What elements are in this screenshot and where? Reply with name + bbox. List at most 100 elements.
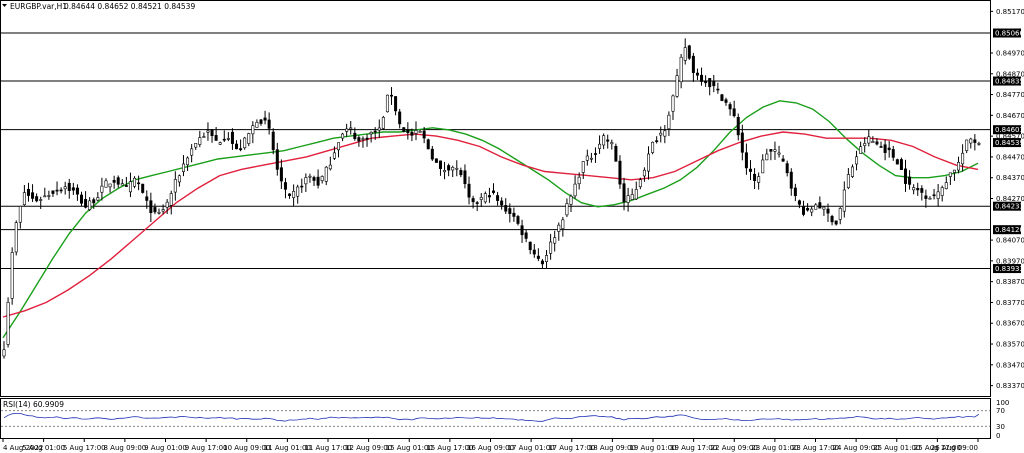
candle-body <box>467 183 471 198</box>
price-tick-label: 0.83870 <box>996 278 1024 286</box>
candle-body <box>895 159 899 165</box>
candle-body <box>634 189 638 200</box>
rsi-tick-label: 70 <box>996 407 1005 415</box>
candle-body <box>271 131 275 150</box>
candle-body <box>846 174 850 189</box>
price-tick-label: 0.84870 <box>996 70 1024 78</box>
candle-body <box>850 166 854 177</box>
rsi-panel <box>1 410 990 427</box>
candle-body <box>712 80 716 87</box>
candle-body <box>496 195 500 201</box>
ohlc-readout: 0.84644 0.84652 0.84521 0.84539 <box>64 2 195 11</box>
candle-body <box>239 148 243 151</box>
candle-body <box>479 197 483 200</box>
rsi-line <box>3 412 980 422</box>
candle-body <box>602 135 606 146</box>
candle-body <box>426 139 430 150</box>
candle-body <box>826 208 830 214</box>
candle-body <box>516 216 520 224</box>
candle-body <box>581 161 585 173</box>
candle-body <box>55 189 59 192</box>
collapse-triangle-icon[interactable] <box>2 4 7 7</box>
candle-body <box>390 94 394 97</box>
candle-body <box>332 152 336 159</box>
candle-body <box>434 158 438 163</box>
candle-body <box>259 119 263 124</box>
candle-body <box>622 183 626 203</box>
current-price-label: 0.84539 <box>995 139 1024 147</box>
candle-body <box>128 181 132 193</box>
candle-body <box>903 168 907 184</box>
candle-body <box>373 130 377 133</box>
time-tick-label: 17 Aug 01:00 <box>508 444 555 452</box>
candle-body <box>35 196 39 202</box>
candle-body <box>349 127 353 130</box>
candle-body <box>565 203 569 216</box>
level-tag <box>993 225 1021 235</box>
candle-body <box>279 167 283 182</box>
time-tick-label: 11 Aug 01:00 <box>264 444 311 452</box>
candle-body <box>683 47 687 61</box>
price-tick-label: 0.84270 <box>996 195 1024 203</box>
candle-body <box>418 131 422 133</box>
candle-body <box>630 194 634 200</box>
candle-body <box>899 159 903 171</box>
candle-body <box>214 135 218 141</box>
candle-body <box>63 186 67 190</box>
candle-body <box>789 171 793 189</box>
candle-body <box>569 195 573 205</box>
candle-body <box>716 88 720 91</box>
candle-body <box>26 188 30 196</box>
candle-body <box>724 99 728 103</box>
level-label: 0.83933 <box>995 265 1024 273</box>
candle-body <box>275 149 279 170</box>
rsi-label: RSI(14) 60.9909 <box>3 400 64 409</box>
candle-body <box>471 198 475 203</box>
candle-body <box>753 173 757 181</box>
rsi-plot-frame <box>0 398 991 439</box>
candle-body <box>186 157 190 166</box>
candle-body <box>267 119 271 129</box>
candle-body <box>524 232 528 239</box>
candle-body <box>687 45 691 59</box>
candle-body <box>891 149 895 158</box>
candle-body <box>875 141 879 145</box>
candle-body <box>100 185 104 193</box>
time-tick-label: 24 Aug 09:00 <box>833 444 880 452</box>
candle-body <box>944 182 948 189</box>
main-plot-frame <box>0 0 991 397</box>
time-tick-label: 8 Aug 09:00 <box>104 444 147 452</box>
candle-body <box>88 200 92 210</box>
candle-body <box>830 216 834 223</box>
candle-body <box>198 137 202 145</box>
candle-body <box>459 170 463 176</box>
candle-body <box>414 130 418 134</box>
candle-body <box>553 237 557 244</box>
candle-body <box>504 205 508 212</box>
candle-body <box>785 163 789 174</box>
candle-body <box>748 168 752 172</box>
candle-body <box>341 133 345 139</box>
time-tick-label: 9 Aug 01:00 <box>144 444 187 452</box>
candle-body <box>475 202 479 204</box>
candle-body <box>802 206 806 215</box>
price-tick-label: 0.85170 <box>996 8 1024 16</box>
level-label: 0.85066 <box>995 30 1024 38</box>
time-tick-label: 10 Aug 09:00 <box>223 444 270 452</box>
candle-body <box>814 204 818 210</box>
current-price-tag <box>993 138 1021 148</box>
candle-body <box>500 200 504 206</box>
candle-body <box>255 122 259 128</box>
candle-body <box>557 224 561 232</box>
candle-body <box>377 127 381 131</box>
candle-body <box>879 146 883 148</box>
candle-body <box>422 130 426 139</box>
time-tick-label: 17 Aug 17:00 <box>548 444 595 452</box>
candle-body <box>838 208 842 220</box>
candle-body <box>638 179 642 187</box>
candle-body <box>222 138 226 141</box>
candle-body <box>51 190 55 194</box>
moving-average-line <box>2 131 979 318</box>
